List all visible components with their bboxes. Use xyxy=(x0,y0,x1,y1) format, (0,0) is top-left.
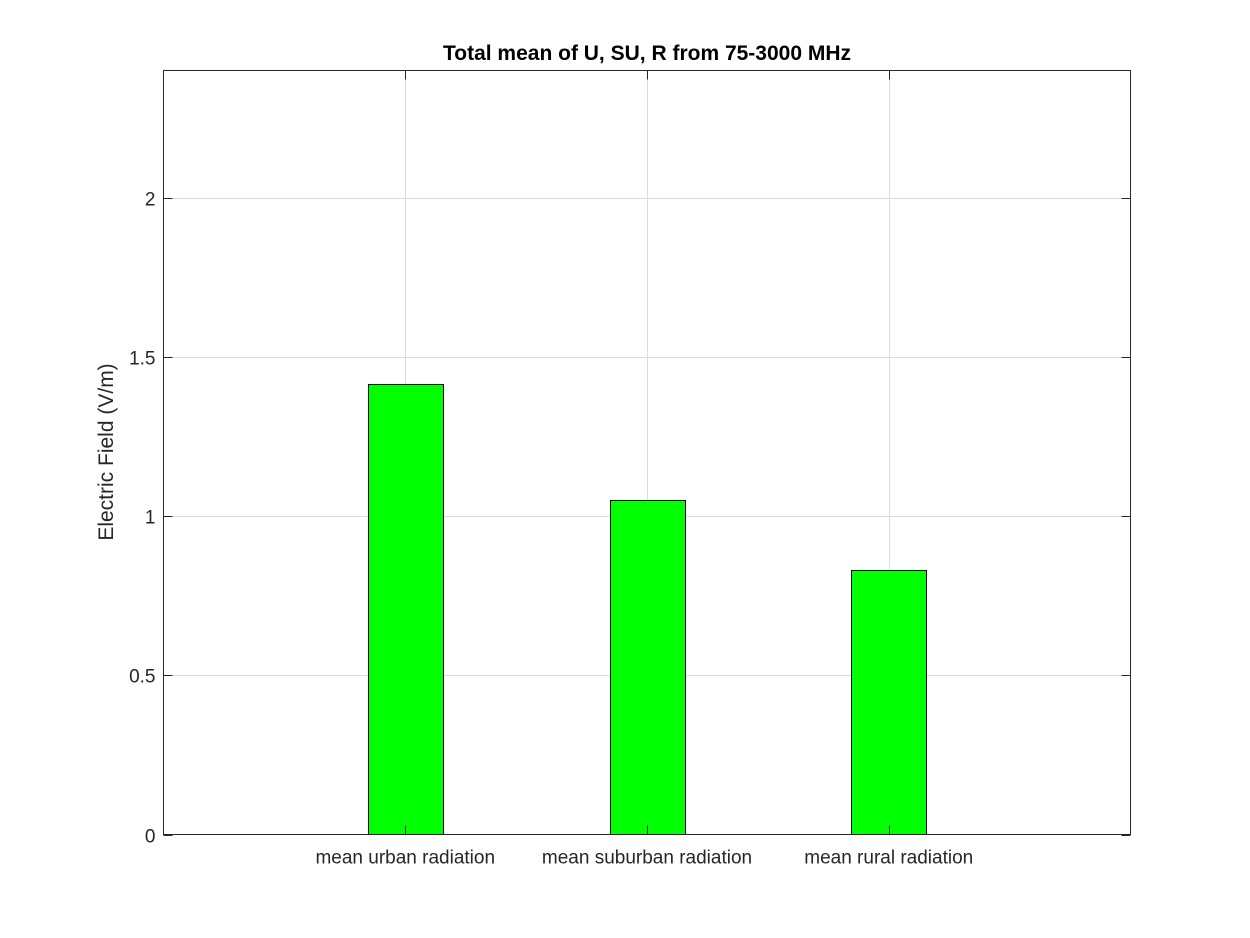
bar-1 xyxy=(369,385,444,835)
y-axis-label: Electric Field (V/m) xyxy=(95,363,118,540)
x-tick-label: mean suburban radiation xyxy=(542,848,752,869)
y-tick-label: 1 xyxy=(145,508,156,529)
y-tick-label: 1.5 xyxy=(129,349,155,370)
y-tick-label: 2 xyxy=(145,190,156,211)
x-tick-label: mean rural radiation xyxy=(804,848,973,869)
bar-2 xyxy=(611,501,686,835)
x-tick-label: mean urban radiation xyxy=(315,848,495,869)
bar-3 xyxy=(852,571,927,835)
chart-title: Total mean of U, SU, R from 75-3000 MHz xyxy=(443,42,851,65)
y-tick-label: 0 xyxy=(145,827,156,848)
y-tick-label: 0.5 xyxy=(129,667,155,688)
